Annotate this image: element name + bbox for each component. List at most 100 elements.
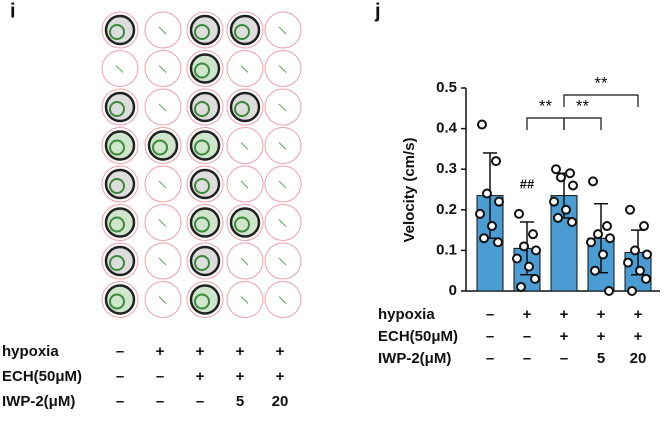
condition-mark: + <box>597 328 606 345</box>
data-point <box>491 156 501 167</box>
data-point <box>493 237 503 248</box>
well <box>264 281 302 318</box>
data-point <box>531 245 541 256</box>
well <box>144 204 182 241</box>
condition-mark: + <box>276 343 285 360</box>
condition-mark: 20 <box>272 393 289 410</box>
well-tracks <box>194 101 210 117</box>
condition-mark: + <box>560 328 569 345</box>
track <box>240 180 249 189</box>
well-tracks <box>194 62 210 79</box>
well-tracks <box>194 255 210 271</box>
track <box>278 65 287 73</box>
well-tracks <box>234 101 250 117</box>
significance-bracket <box>526 117 565 130</box>
track <box>158 296 167 304</box>
condition-mark: – <box>523 328 531 345</box>
well-grid <box>101 11 302 318</box>
significance-bracket <box>563 94 639 107</box>
condition-label: hypoxia <box>378 306 435 323</box>
condition-label: IWP-2(μM) <box>2 393 75 410</box>
data-point <box>635 265 645 276</box>
well-tracks <box>194 216 210 233</box>
y-axis-label: Velocity (cm/s) <box>401 137 418 242</box>
data-point <box>568 180 578 191</box>
data-point <box>642 249 652 260</box>
y-tick-label: 0 <box>449 282 457 299</box>
track <box>278 142 287 150</box>
condition-mark: + <box>523 306 532 323</box>
track <box>240 257 249 266</box>
panel-label: i <box>10 0 16 22</box>
condition-mark: 5 <box>236 393 244 410</box>
condition-mark: – <box>486 306 494 323</box>
data-point <box>598 249 608 260</box>
condition-mark: – <box>116 343 124 360</box>
well <box>101 50 139 87</box>
data-point <box>512 253 522 264</box>
condition-mark: + <box>634 328 643 345</box>
well <box>144 50 182 87</box>
data-point <box>639 221 649 232</box>
condition-mark: – <box>156 368 164 385</box>
well <box>264 127 302 164</box>
well-tracks <box>109 24 125 40</box>
well-tracks <box>234 216 250 233</box>
track <box>115 65 124 73</box>
track <box>158 65 167 73</box>
data-point <box>528 229 538 240</box>
data-point <box>524 261 534 272</box>
well <box>144 281 182 318</box>
condition-mark: + <box>236 343 245 360</box>
well <box>264 50 302 87</box>
well-tracks <box>152 139 168 156</box>
well-tracks <box>194 139 210 156</box>
track <box>158 219 167 227</box>
data-point <box>549 196 559 207</box>
condition-mark: + <box>196 368 205 385</box>
condition-mark: + <box>236 368 245 385</box>
condition-mark: – <box>116 368 124 385</box>
condition-mark: – <box>523 350 531 367</box>
well <box>226 165 264 203</box>
data-point <box>556 172 566 183</box>
data-point <box>514 208 524 219</box>
track <box>240 65 249 73</box>
data-point <box>630 245 640 256</box>
track <box>158 103 167 112</box>
data-point <box>604 286 614 296</box>
data-point <box>623 257 633 268</box>
condition-mark: – <box>196 393 204 410</box>
significance-bracket <box>563 117 602 130</box>
well <box>144 11 182 49</box>
well-tracks <box>234 24 250 40</box>
condition-mark: – <box>560 350 568 367</box>
data-point <box>477 119 487 130</box>
data-point <box>590 265 600 276</box>
condition-mark: – <box>486 350 494 367</box>
track <box>158 26 167 35</box>
condition-mark: – <box>156 393 164 410</box>
y-tick-label: 0.2 <box>436 201 457 218</box>
y-tick-label: 0.3 <box>436 160 457 177</box>
well-tracks <box>109 178 125 194</box>
y-tick-label: 0.1 <box>436 241 457 258</box>
panel-label: j <box>374 0 381 22</box>
data-point <box>602 221 612 232</box>
track <box>278 180 287 189</box>
well-tracks <box>194 293 210 310</box>
annotation: ** <box>539 96 553 115</box>
well <box>226 242 264 280</box>
data-point <box>627 286 637 296</box>
condition-mark: + <box>597 306 606 323</box>
condition-mark: 20 <box>630 350 647 367</box>
y-tick-label: 0.5 <box>436 79 457 96</box>
well-tracks <box>109 216 125 233</box>
condition-label: ECH(50μM) <box>378 328 458 345</box>
well <box>144 88 182 126</box>
well-tracks <box>109 139 125 156</box>
data-point <box>479 233 489 244</box>
condition-label: ECH(50μM) <box>2 368 82 385</box>
condition-mark: + <box>156 343 165 360</box>
